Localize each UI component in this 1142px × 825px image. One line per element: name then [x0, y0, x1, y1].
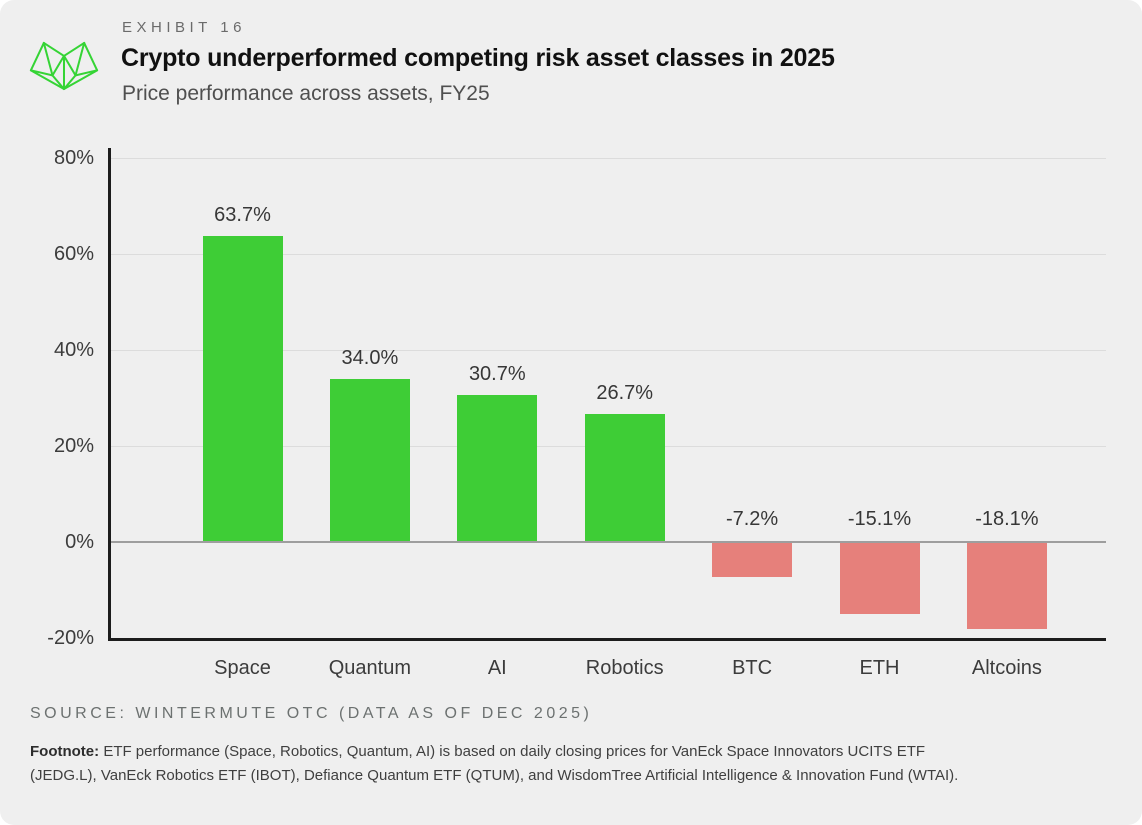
chart-subtitle: Price performance across assets, FY25 [122, 82, 490, 105]
wintermute-logo [29, 41, 99, 91]
footnote-line-2: (JEDG.L), VanEck Robotics ETF (IBOT), De… [30, 767, 959, 784]
y-tick-label-80: 80% [53, 147, 94, 169]
category-label-space: Space [214, 657, 271, 679]
bar-eth [839, 542, 920, 615]
category-label-quantum: Quantum [328, 657, 412, 679]
x-axis-line [108, 638, 1106, 641]
bar-space [202, 236, 283, 542]
category-label-altcoins: Altcoins [971, 657, 1042, 679]
bar-altcoins [966, 542, 1047, 629]
footnote-label: Footnote: [30, 743, 100, 760]
footnote: Footnote: ETF performance (Space, Roboti… [30, 740, 1130, 788]
value-label-robotics: 26.7% [596, 381, 654, 404]
bar-btc [712, 542, 793, 577]
value-label-altcoins: -18.1% [975, 508, 1039, 530]
value-label-btc: -7.2% [725, 508, 779, 530]
bar-quantum [329, 378, 410, 542]
chart-title: Crypto underperformed competing risk ass… [121, 44, 835, 72]
y-tick-label-20: 20% [53, 435, 94, 457]
exhibit-label: EXHIBIT 16 [122, 19, 246, 36]
category-label-btc: BTC [732, 657, 773, 679]
category-label-ai: AI [487, 657, 507, 679]
value-label-space: 63.7% [214, 204, 271, 227]
footnote-line-1: ETF performance (Space, Robotics, Quantu… [103, 743, 926, 760]
gridline-40 [108, 349, 1106, 351]
gridline-20 [108, 445, 1106, 447]
value-label-ai: 30.7% [468, 362, 526, 385]
category-label-eth: ETH [859, 657, 900, 679]
y-tick-label--20: -20% [47, 627, 94, 649]
category-label-robotics: Robotics [585, 657, 664, 679]
zero-line [108, 541, 1106, 543]
y-tick-label-0: 0% [65, 531, 94, 553]
source-line: SOURCE: WINTERMUTE OTC (DATA AS OF DEC 2… [30, 705, 593, 722]
gridline-80 [108, 157, 1106, 159]
value-label-eth: -15.1% [847, 508, 912, 530]
y-tick-label-60: 60% [53, 243, 94, 265]
bar-robotics [584, 413, 665, 542]
bar-ai [457, 394, 538, 542]
y-tick-label-40: 40% [53, 339, 94, 361]
value-label-quantum: 34.0% [341, 346, 399, 369]
y-axis-line [108, 148, 111, 641]
gridline-60 [108, 253, 1106, 255]
